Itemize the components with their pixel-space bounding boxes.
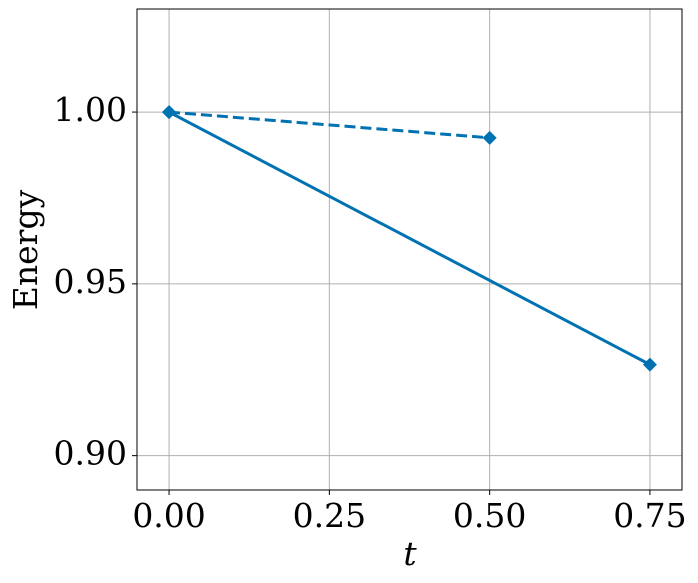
y-tick-label: 0.90 <box>54 434 127 473</box>
y-axis-label: Energy <box>6 189 45 310</box>
data-point <box>642 357 657 372</box>
y-tick-label: 0.95 <box>54 262 127 301</box>
y-tick-label: 1.00 <box>54 90 127 129</box>
plot-frame <box>136 8 683 491</box>
x-tick-label: 0.75 <box>613 496 686 535</box>
data-point <box>162 105 177 120</box>
x-tick-label: 0.25 <box>293 496 366 535</box>
data-point <box>482 130 497 145</box>
x-tick-label: 0.50 <box>453 496 526 535</box>
series-line <box>168 110 651 366</box>
series-line <box>168 110 490 140</box>
x-tick-label: 0.00 <box>132 496 205 535</box>
x-axis-label: t <box>403 534 417 573</box>
